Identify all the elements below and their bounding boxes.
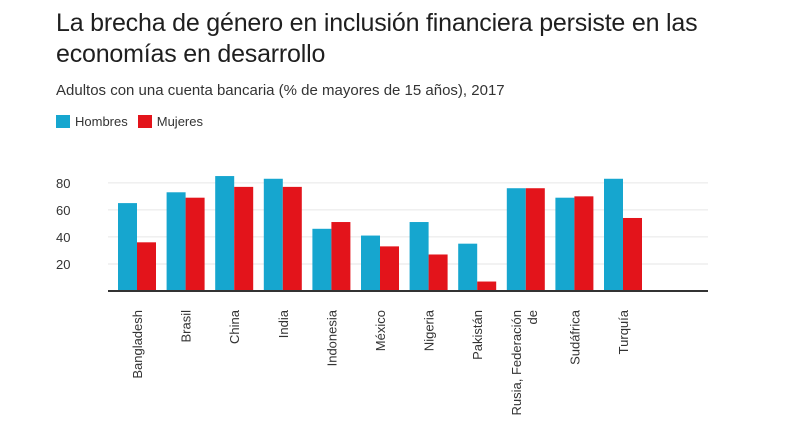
x-tick-label: India [276, 309, 291, 338]
bar-mujeres-6 [428, 254, 448, 291]
x-tick-label: Turquía [616, 309, 631, 354]
bar-mujeres-1 [185, 197, 205, 291]
bar-mujeres-0 [137, 242, 156, 291]
bar-hombres-0 [118, 203, 137, 291]
legend-label-hombres: Hombres [75, 114, 128, 129]
legend-swatch-hombres [56, 115, 70, 128]
bar-hombres-9 [555, 197, 575, 291]
legend-item-mujeres: Mujeres [137, 114, 203, 129]
x-tick-label: Sudáfrica [567, 309, 582, 365]
y-tick-label: 20 [56, 257, 70, 272]
x-tick-label: China [227, 309, 242, 344]
y-tick-label: 80 [56, 176, 70, 191]
legend: Hombres Mujeres [56, 114, 203, 129]
x-tick-label: Pakistán [470, 310, 485, 360]
legend-item-hombres: Hombres [56, 114, 128, 129]
bar-hombres-5 [361, 235, 380, 291]
x-tick-label: Brasil [179, 310, 194, 343]
legend-swatch-mujeres [137, 115, 152, 128]
chart-subtitle: Adultos con una cuenta bancaria (% de ma… [56, 82, 505, 99]
bar-hombres-8 [506, 188, 526, 291]
bar-mujeres-2 [234, 186, 254, 291]
bar-mujeres-4 [331, 222, 351, 291]
chart-title: La brecha de género en inclusión financi… [56, 9, 698, 68]
y-tick-label: 60 [56, 203, 70, 218]
bar-hombres-2 [215, 176, 235, 291]
bar-mujeres-3 [282, 186, 302, 291]
x-tick-label: Bangladesh [130, 310, 145, 379]
bar-hombres-3 [263, 178, 283, 291]
bar-mujeres-7 [477, 281, 497, 291]
y-tick-label: 40 [56, 230, 70, 245]
bar-mujeres-10 [623, 217, 642, 291]
x-tick-label: México [373, 310, 388, 351]
bar-hombres-7 [458, 243, 478, 291]
bar-mujeres-8 [525, 188, 545, 291]
x-tick-label: Indonesia [324, 309, 339, 366]
bar-hombres-1 [166, 192, 186, 291]
bar-hombres-6 [409, 222, 429, 291]
bar-mujeres-9 [574, 196, 594, 291]
legend-label-mujeres: Mujeres [156, 114, 203, 129]
bar-mujeres-5 [380, 246, 399, 291]
x-tick-label: Rusia, Federaciónde [509, 310, 540, 416]
bar-hombres-10 [604, 178, 623, 291]
bar-hombres-4 [312, 228, 332, 291]
x-tick-label: Nigeria [422, 309, 437, 351]
